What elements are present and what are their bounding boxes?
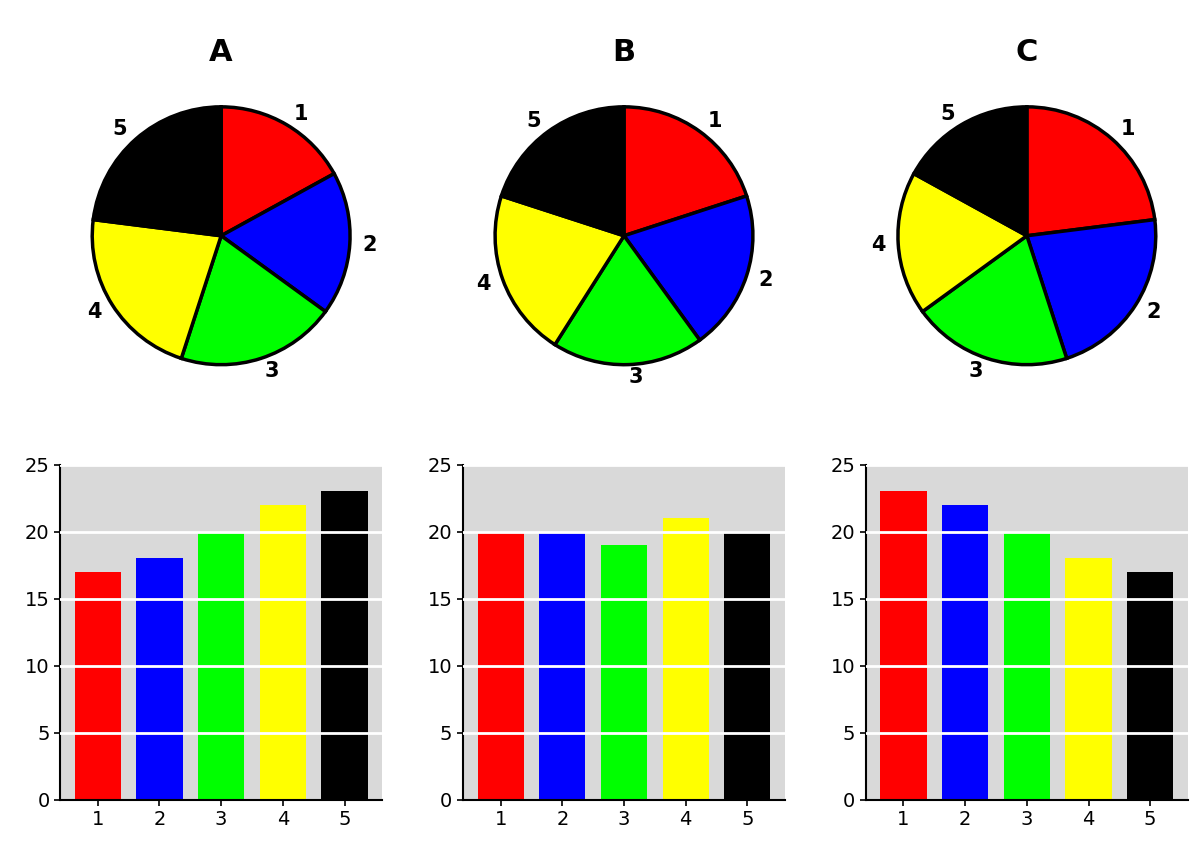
Bar [942, 505, 989, 800]
Wedge shape [554, 236, 700, 365]
Bar [725, 531, 770, 800]
Bar [1066, 558, 1111, 800]
Wedge shape [221, 107, 334, 236]
Wedge shape [496, 196, 624, 345]
Bar [1127, 572, 1174, 800]
Bar [74, 572, 121, 800]
Wedge shape [624, 196, 752, 340]
Wedge shape [1027, 107, 1154, 236]
Text: 4: 4 [476, 273, 491, 294]
Wedge shape [624, 107, 746, 236]
Wedge shape [92, 219, 221, 359]
Wedge shape [923, 236, 1067, 365]
Text: 4: 4 [86, 302, 102, 322]
Bar [259, 505, 306, 800]
Title: B: B [612, 38, 636, 67]
Wedge shape [1027, 219, 1156, 359]
Bar [1003, 531, 1050, 800]
Bar [881, 491, 926, 800]
Wedge shape [502, 107, 624, 236]
Text: 1: 1 [707, 111, 722, 131]
Text: 5: 5 [526, 111, 541, 131]
Title: C: C [1015, 38, 1038, 67]
Bar [601, 545, 647, 800]
Bar [322, 491, 367, 800]
Text: 1: 1 [293, 104, 308, 124]
Wedge shape [914, 107, 1027, 236]
Bar [662, 519, 709, 800]
Text: 2: 2 [362, 235, 377, 255]
Bar [478, 531, 523, 800]
Bar [198, 531, 245, 800]
Text: 1: 1 [1121, 120, 1135, 139]
Text: 3: 3 [968, 360, 983, 381]
Text: 4: 4 [871, 235, 886, 255]
Wedge shape [221, 174, 350, 311]
Title: A: A [209, 38, 233, 67]
Text: 5: 5 [113, 120, 127, 139]
Wedge shape [94, 107, 221, 236]
Text: 3: 3 [265, 360, 280, 381]
Bar [137, 558, 182, 800]
Text: 2: 2 [1146, 302, 1162, 322]
Text: 2: 2 [758, 269, 773, 290]
Wedge shape [898, 174, 1027, 311]
Text: 5: 5 [940, 104, 955, 124]
Bar [539, 531, 586, 800]
Wedge shape [181, 236, 325, 365]
Text: 3: 3 [629, 367, 643, 388]
